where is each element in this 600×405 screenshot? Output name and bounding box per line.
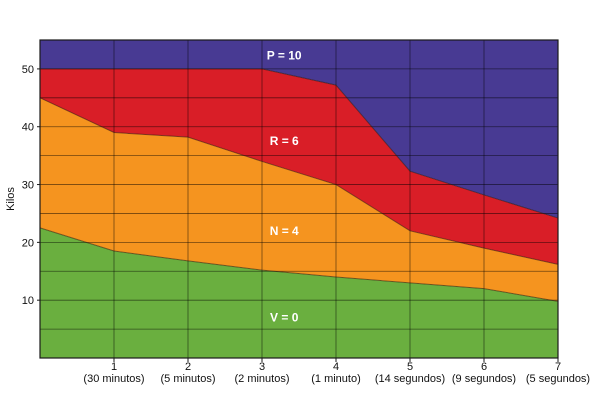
x-tick-label: 1 (111, 361, 117, 373)
area-band-3 (40, 68, 558, 265)
x-tick-sublabel: (5 segundos) (526, 373, 590, 385)
band-boundary-2 (39, 97, 559, 265)
y-tick-label: 40 (22, 122, 34, 134)
area-band-2 (40, 97, 558, 302)
axes-layer: 10 20 30 40 50 1(30 minutos) 2(5 minutos) 3(2 m… (22, 39, 590, 385)
y-tick-label: 10 (22, 295, 34, 307)
y-axis-label: Kilos (5, 187, 17, 211)
band-label-4: P = 10 (267, 49, 302, 63)
area-layer (40, 40, 558, 358)
x-tick-sublabel: (5 minutos) (160, 373, 215, 385)
band-labels: V = 0 N = 4 R = 6 P = 10 (267, 49, 302, 325)
band-label-2: N = 4 (270, 224, 299, 238)
band-boundary-3 (40, 68, 559, 219)
x-tick-label: 3 (259, 361, 265, 373)
x-tick-label: 7 (555, 361, 561, 373)
x-tick-sublabel: (1 minuto) (311, 373, 361, 385)
x-tick-label: 4 (333, 361, 339, 373)
band-label-3: R = 6 (270, 134, 299, 148)
y-tick-label: 50 (22, 64, 34, 76)
band-borders (39, 68, 559, 302)
area-band-4 (40, 40, 558, 219)
y-tick-label: 20 (22, 237, 34, 249)
x-tick-sublabel: (30 minutos) (83, 373, 144, 385)
x-tick-sublabel: (9 segundos) (452, 373, 516, 385)
area-band-1 (40, 227, 558, 358)
band-boundary-1 (39, 227, 559, 302)
x-tick-label: 5 (407, 361, 413, 373)
x-tick-sublabel: (2 minutos) (234, 373, 289, 385)
x-tick-sublabel: (14 segundos) (375, 373, 445, 385)
y-tick-label: 30 (22, 180, 34, 192)
x-tick-label: 6 (481, 361, 487, 373)
x-tick-label: 2 (185, 361, 191, 373)
band-label-1: V = 0 (270, 311, 299, 325)
plot-frame (39, 39, 559, 359)
